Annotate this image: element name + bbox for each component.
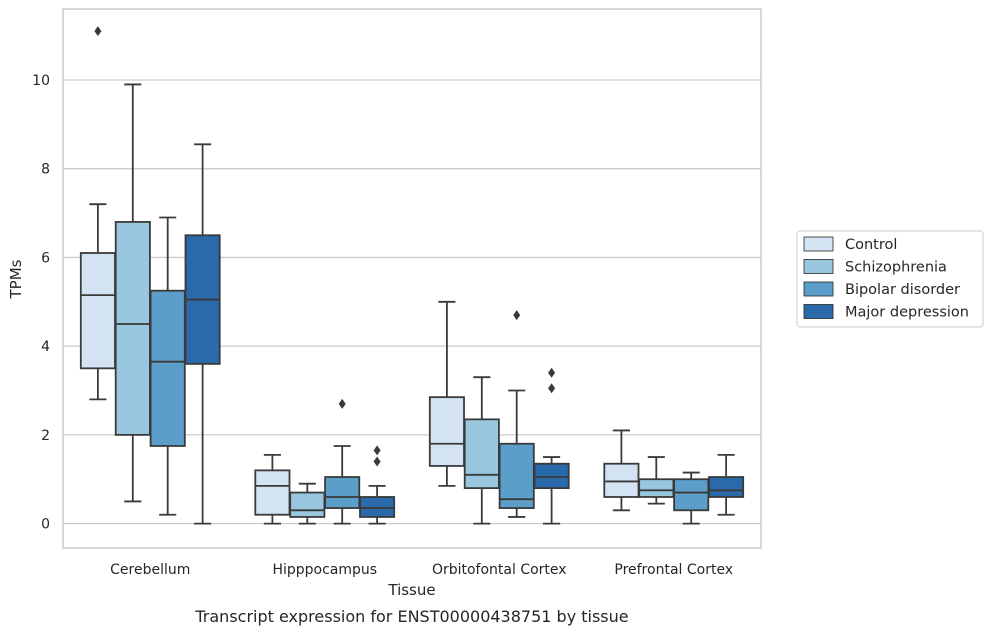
box-major-depression [359, 445, 396, 525]
plot-area [62, 8, 762, 549]
box-iqr [603, 462, 640, 498]
legend-label: Control [845, 237, 897, 253]
box-iqr [79, 252, 116, 370]
x-axis-ticks: Cerebellum Hipppocampus Orbitofontal Corte… [110, 562, 733, 578]
box-bipolar-disorder [149, 216, 186, 516]
legend: Control Schizophrenia Bipolar disorder Majo… [796, 230, 984, 328]
box-iqr [254, 469, 291, 516]
y-tick-label: 4 [41, 339, 50, 355]
box-iqr [463, 418, 500, 490]
x-axis-label: Tissue [387, 581, 435, 599]
outlier-point [548, 383, 556, 394]
outlier-point [513, 310, 521, 321]
outlier-point [548, 367, 556, 378]
outlier-point [373, 456, 381, 467]
box-iqr [708, 476, 745, 498]
box-schizophrenia [463, 376, 500, 525]
box-control [428, 300, 465, 487]
box-iqr [149, 289, 186, 447]
box-iqr [289, 491, 326, 518]
outlier-point [94, 26, 102, 37]
y-tick-label: 6 [41, 250, 50, 266]
box-iqr [428, 396, 465, 467]
box-control [79, 26, 116, 401]
y-tick-label: 10 [32, 73, 50, 89]
box-iqr [114, 221, 151, 436]
box-control [603, 429, 640, 512]
box-iqr [359, 496, 396, 518]
boxes [79, 26, 745, 525]
legend-swatch [803, 236, 834, 252]
chart-caption: Transcript expression for ENST0000043875… [194, 607, 628, 626]
legend-swatch [803, 304, 834, 319]
legend-swatch [803, 281, 834, 297]
y-tick-label: 8 [41, 162, 50, 178]
box-schizophrenia [638, 456, 675, 505]
y-tick-label: 0 [41, 517, 50, 533]
legend-swatch [803, 259, 834, 274]
box-iqr [324, 476, 361, 509]
outlier-point [338, 398, 346, 409]
box-iqr [638, 478, 675, 498]
legend-label: Bipolar disorder [845, 282, 960, 298]
box-major-depression [184, 143, 221, 525]
box-bipolar-disorder [673, 471, 710, 525]
box-iqr [533, 462, 570, 490]
box-major-depression [533, 367, 570, 525]
x-tick-label: Cerebellum [110, 562, 190, 578]
box-control [254, 453, 291, 525]
legend-frame [796, 230, 984, 328]
box-bipolar-disorder [498, 310, 535, 518]
box-schizophrenia [289, 482, 326, 525]
y-axis-ticks: 0 2 4 6 8 10 [32, 73, 50, 533]
y-axis-label: TPMs [7, 259, 25, 299]
legend-label: Major depression [845, 305, 969, 321]
box-bipolar-disorder [324, 398, 361, 525]
x-tick-label: Orbitofontal Cortex [432, 562, 567, 578]
x-tick-label: Hipppocampus [272, 562, 377, 578]
x-tick-label: Prefrontal Cortex [614, 562, 733, 578]
box-iqr [498, 442, 535, 509]
y-tick-label: 2 [41, 428, 50, 444]
outlier-point [373, 445, 381, 456]
box-iqr [673, 478, 710, 512]
legend-label: Schizophrenia [845, 260, 947, 276]
box-major-depression [708, 453, 745, 516]
